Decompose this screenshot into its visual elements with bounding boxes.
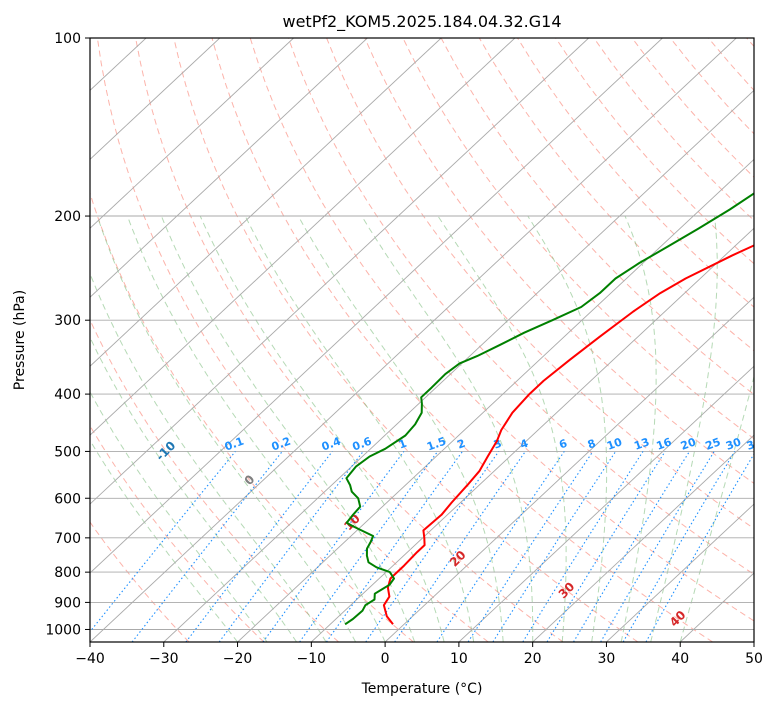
mixing-ratio-label: 13 [632, 435, 651, 452]
mixing-ratio-line [601, 451, 715, 642]
dry-adiabat [59, 38, 413, 642]
isotherm-line [0, 38, 589, 642]
y-tick-label: 300 [54, 313, 81, 329]
mixing-ratio-label: 0.4 [320, 435, 343, 454]
mixing-ratio-line [132, 451, 282, 642]
dry-adiabat [594, 38, 775, 642]
dry-adiabat [136, 38, 563, 642]
dry-adiabat-label: -10 [153, 438, 178, 463]
x-tick-label: 10 [450, 651, 468, 667]
moist-adiabat [680, 216, 775, 642]
mixing-ratio-label: 0.2 [270, 435, 293, 454]
isotherm-line [606, 38, 775, 642]
mixing-ratio-line [646, 451, 756, 642]
isotherm-line [0, 38, 294, 642]
mixing-ratio-label: 2 [455, 437, 467, 452]
mixing-ratio-line [493, 451, 616, 642]
y-tick-label: 700 [54, 531, 81, 547]
moist-adiabat [161, 216, 414, 642]
isotherm-line [680, 38, 775, 642]
chart-title: wetPf2_KOM5.2025.184.04.32.G14 [282, 12, 561, 32]
y-tick-label: 800 [54, 565, 81, 581]
dry-adiabat [0, 38, 189, 642]
dry-adiabat [174, 38, 638, 642]
dry-adiabat [21, 38, 339, 642]
mixing-ratio-label: 6 [557, 437, 569, 452]
y-tick-label: 100 [54, 31, 81, 47]
y-tick-label: 1000 [45, 622, 81, 638]
isotherm-line [0, 38, 515, 642]
mixing-ratio-label: 0.6 [351, 435, 374, 454]
x-tick-label: 40 [671, 651, 689, 667]
isotherm-line [459, 38, 775, 642]
y-tick-label: 900 [54, 595, 81, 611]
dry-adiabat [288, 38, 775, 642]
mixing-ratio-label: 20 [679, 435, 698, 453]
x-axis-label: Temperature (°C) [361, 681, 483, 697]
dry-adiabat [0, 38, 264, 642]
isotherm-line [90, 38, 736, 642]
moist-adiabat [97, 216, 355, 642]
isotherm-line [0, 38, 441, 642]
dry-adiabat [670, 38, 775, 642]
moist-adiabat [200, 216, 444, 642]
x-tick-label: −30 [149, 651, 179, 667]
moist-adiabat [621, 216, 656, 642]
mixing-ratio-line [82, 451, 236, 642]
moist-adiabat [0, 216, 238, 642]
plot-area: 0.10.20.40.611.52346810131620253036-100-… [0, 38, 775, 642]
mixing-ratio-label: 1.5 [425, 435, 448, 454]
x-tick-label: 20 [524, 651, 542, 667]
mixing-ratio-line [437, 451, 564, 642]
x-tick-label: 30 [598, 651, 616, 667]
mixing-ratio-line [263, 451, 404, 642]
x-tick-label: 0 [381, 651, 390, 667]
y-tick-label: 400 [54, 387, 81, 403]
moist-adiabat [362, 216, 533, 642]
mixing-ratio-label: 10 [605, 435, 624, 453]
dry-adiabat [747, 38, 775, 642]
mixing-ratio-label: 16 [655, 435, 674, 453]
moist-adiabat [245, 216, 473, 642]
x-tick-label: 50 [745, 651, 763, 667]
mixing-ratio-line [395, 451, 526, 642]
mixing-ratio-label: 0.1 [223, 435, 246, 454]
dry-adiabat-label: 40 [667, 608, 689, 630]
dry-adiabat [97, 38, 488, 642]
mixing-ratio-label: 25 [704, 435, 723, 452]
x-tick-label: −10 [297, 651, 327, 667]
isotherm-line [164, 38, 775, 642]
y-tick-label: 500 [54, 444, 81, 460]
mixing-ratio-label: 30 [724, 435, 743, 453]
y-tick-label: 200 [54, 209, 81, 225]
mixing-ratio-line [523, 451, 643, 642]
x-tick-label: −20 [223, 651, 253, 667]
y-axis-label: Pressure (hPa) [12, 290, 28, 390]
isotherm-line [238, 38, 775, 642]
isotherm-line [16, 38, 662, 642]
y-tick-label: 600 [54, 491, 81, 507]
x-tick-label: −40 [75, 651, 105, 667]
isotherm-line [754, 38, 775, 642]
isotherm-line [0, 38, 367, 642]
dry-adiabat-label: 0 [242, 472, 258, 488]
